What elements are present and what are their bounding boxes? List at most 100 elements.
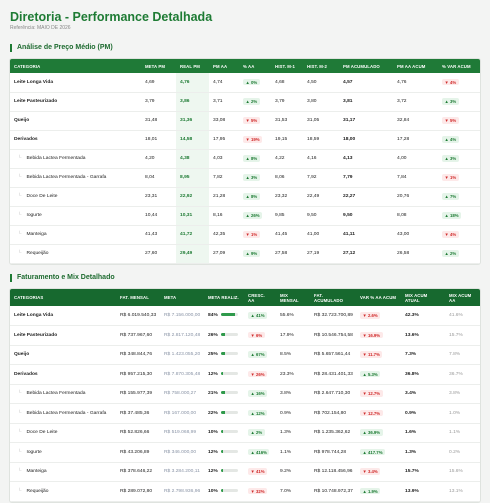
value-cell: 41,11: [339, 225, 393, 245]
tree-connector: └: [18, 449, 22, 455]
trend-badge: ▲ 417.7%: [360, 448, 386, 456]
value-cell: 22,49: [303, 187, 339, 207]
value-cell: 8.5%: [276, 345, 310, 365]
value-cell: R$ 43.206,89: [116, 442, 160, 463]
category-row: Leite Longa Vida R$ 6.019.540,33 R$ 7.156.…: [10, 306, 480, 326]
badge-cell: ▼ 4%: [438, 225, 480, 245]
progress-cell: 12%: [204, 462, 244, 482]
category-cell: └ Doce De Leite: [10, 423, 116, 443]
value-cell: R$ 52.826,66: [116, 423, 160, 443]
trend-badge: ▼ 19%: [243, 136, 263, 143]
pm-table: CATEGORIA META PM REAL PM PM AA% AA HIST. M-…: [10, 59, 480, 264]
value-cell: R$ 378.646,22: [116, 462, 160, 482]
value-cell: 1.6%: [401, 423, 445, 443]
value-cell: 7,79: [339, 168, 393, 188]
badge-cell: ▼ 16.9%: [356, 325, 401, 346]
value-cell: 19,15: [271, 130, 303, 150]
progress-label: 12%: [208, 469, 218, 475]
value-cell: 20,76: [393, 187, 438, 207]
value-cell: 13.9%: [401, 481, 445, 502]
value-cell: 27,58: [271, 244, 303, 264]
section-title: Análise de Preço Médio (PM): [10, 44, 113, 52]
badge-cell: ▼ 4%: [438, 73, 480, 93]
column-header: MIX ACUM ATUAL: [401, 289, 445, 306]
value-cell: R$ 155.977,39: [116, 384, 160, 404]
page-subtitle: Referência: MAIO DE 2026: [10, 25, 71, 31]
value-cell: 31,36: [176, 111, 209, 131]
badge-cell: ▲ 416%: [244, 442, 276, 463]
value-cell: 4,57: [339, 73, 393, 93]
value-cell: 3,79: [271, 92, 303, 112]
badge-cell: ▲ 36.9%: [356, 423, 401, 443]
value-cell: 3,81: [339, 92, 393, 112]
progress-label: 12%: [208, 449, 218, 455]
child-row: └ Requeijão R$ 289.072,80 R$ 2.798.936,96 10…: [10, 481, 480, 502]
value-cell: R$ 346.000,00: [160, 442, 204, 463]
column-header: HIST. M-2: [303, 59, 339, 73]
trend-badge: ▲ 18%: [442, 212, 462, 219]
trend-badge: ▲ 26%: [243, 212, 263, 219]
child-row: └ Bebida Lactea Fermentada - Garrafa R$ 37…: [10, 403, 480, 424]
tree-connector: └: [18, 430, 22, 436]
child-row: └ Iogurte 10,44 10,31 8,16 ▲ 26% 9,85 9,50 9,50 8…: [10, 206, 480, 226]
value-cell: 22,27: [339, 187, 393, 207]
trend-badge: ▼ 12.7%: [360, 409, 383, 417]
progress-track: [221, 371, 238, 375]
category-name: Derivados: [14, 137, 38, 142]
tree-connector: └: [18, 469, 22, 475]
value-cell: 27,09: [209, 244, 239, 264]
value-cell: 4,20: [141, 149, 176, 169]
value-cell: 13.6%: [401, 325, 445, 346]
progress-fill: [221, 371, 224, 375]
category-cell: Leite Pasteurizado: [10, 92, 141, 112]
value-cell: 31,05: [303, 111, 339, 131]
value-cell: 15.6%: [445, 462, 480, 482]
value-cell: 0.9%: [401, 403, 445, 424]
trend-badge: ▼ 11.7%: [360, 351, 383, 358]
category-cell: └ Requeijão: [10, 244, 141, 264]
trend-badge: ▲ 0%: [243, 78, 260, 86]
category-cell: └ Bebida Lactea Fermentada: [10, 384, 116, 404]
value-cell: 36.7%: [445, 364, 480, 385]
badge-cell: ▲ 9%: [239, 244, 271, 264]
child-row: └ Doce De Leite R$ 52.826,66 R$ 519.068,99 1…: [10, 423, 480, 443]
badge-cell: ▼ 3.4%: [356, 462, 401, 482]
value-cell: 4,50: [303, 73, 339, 93]
progress-track: [221, 313, 238, 317]
category-cell: └ Bebida Lactea Fermentada - Garrafa: [10, 403, 116, 424]
progress-label: 12%: [208, 371, 218, 377]
value-cell: 0.2%: [445, 442, 480, 463]
value-cell: 3,71: [209, 92, 239, 112]
category-name: Doce De Leite: [26, 430, 58, 436]
value-cell: R$ 2.798.936,96: [160, 481, 204, 502]
badge-cell: ▼ 11.7%: [356, 345, 401, 365]
progress-track: [221, 449, 238, 453]
value-cell: R$ 7.870.305,48: [160, 364, 204, 385]
column-header: CRESC. AA: [244, 289, 276, 306]
progress-fill: [221, 313, 236, 317]
value-cell: 4,76: [176, 73, 209, 93]
value-cell: 29,49: [176, 244, 209, 264]
category-row: Leite Pasteurizado R$ 737.967,60 R$ 2.817.…: [10, 325, 480, 346]
trend-badge: ▲ 7%: [442, 193, 459, 200]
value-cell: R$ 737.967,60: [116, 325, 160, 346]
progress-cell: 21%: [204, 384, 244, 404]
value-cell: 9.2%: [276, 462, 310, 482]
tree-connector: └: [18, 251, 22, 256]
trend-badge: ▼ 6%: [248, 331, 265, 339]
value-cell: 3.4%: [401, 384, 445, 404]
category-cell: └ Bebida Lactea Fermentada - Garrafa: [10, 168, 141, 188]
value-cell: 23.3%: [276, 364, 310, 385]
value-cell: 17,95: [209, 130, 239, 150]
value-cell: 31,48: [141, 111, 176, 131]
value-cell: 27,60: [141, 244, 176, 264]
value-cell: 9,50: [339, 206, 393, 226]
progress-label: 10%: [208, 488, 218, 494]
column-header: CATEGORIAS: [10, 289, 116, 306]
value-cell: 8,16: [209, 206, 239, 226]
category-cell: Queijo: [10, 111, 141, 131]
page-title: Diretoria - Performance Detalhada: [10, 10, 213, 24]
child-row: └ Manteiga R$ 378.646,22 R$ 3.284.200,11 12%…: [10, 462, 480, 482]
progress-cell: 25%: [204, 345, 244, 365]
